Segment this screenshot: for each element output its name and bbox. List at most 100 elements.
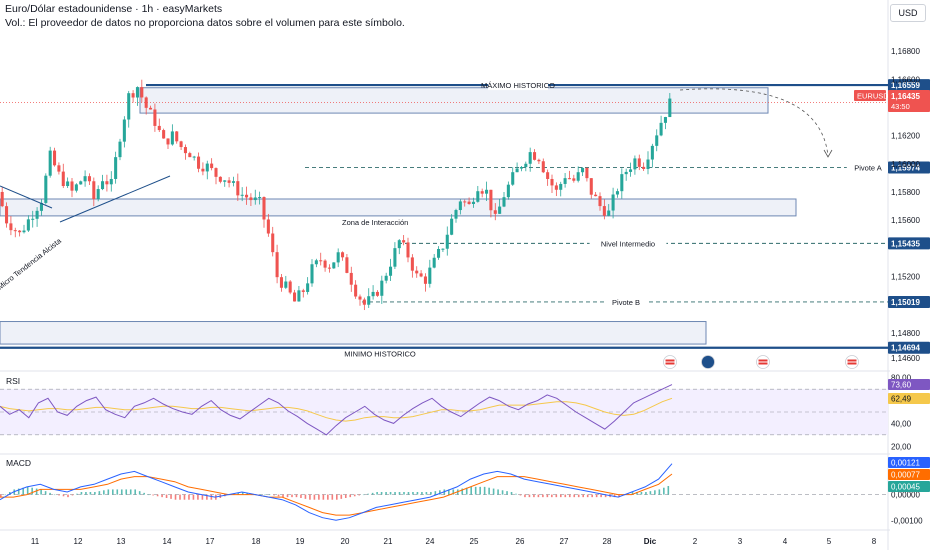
macd-hist-bar — [362, 494, 365, 496]
countdown-label: 43:50 — [891, 102, 910, 111]
macd-hist-bar — [595, 494, 598, 498]
macd-hist-bar — [349, 494, 352, 498]
candle-body — [39, 202, 43, 211]
candle-body — [380, 280, 384, 296]
macd-hist-bar — [515, 493, 517, 495]
macd-value-label: 0,00121 — [891, 459, 920, 468]
level-price-label: 1,15974 — [891, 163, 920, 172]
candle-body — [572, 178, 576, 181]
candle-body — [537, 159, 541, 162]
candle-body — [66, 181, 70, 187]
candle-body — [384, 275, 388, 281]
symbol-tag — [854, 90, 886, 101]
macd-hist-bar — [94, 492, 96, 495]
macd-hist-bar — [201, 494, 204, 500]
macd-hist-bar — [336, 494, 338, 500]
macd-hist-bar — [452, 489, 455, 495]
macd-hist-bar — [613, 494, 616, 498]
macd-hist-bar — [286, 494, 289, 498]
candle-body — [162, 130, 166, 139]
candle-body — [437, 249, 441, 258]
macd-hist-bar — [277, 494, 280, 497]
price-tick-label: 1,14800 — [891, 329, 920, 338]
candle-body — [236, 181, 240, 196]
macd-hist-bar — [138, 491, 141, 495]
macd-hist-bar — [103, 490, 105, 495]
candle-body — [476, 191, 480, 202]
macd-hist-bar — [519, 494, 522, 496]
macd-hist-bar — [591, 494, 593, 498]
macd-hist-bar — [353, 494, 356, 497]
macd-hist-bar — [636, 492, 638, 495]
candle-body — [524, 163, 528, 168]
price-tick-label: 1,16200 — [891, 132, 920, 141]
candle-body — [26, 219, 30, 231]
time-tick-label: 21 — [384, 537, 393, 546]
level-label: MÁXIMO HISTORICO — [481, 81, 555, 90]
zone-rect — [139, 87, 769, 114]
zone-rect — [0, 321, 707, 345]
candle-body — [332, 262, 336, 269]
projection-arrow-icon — [823, 149, 833, 158]
macd-hist-bar — [161, 494, 163, 498]
time-tick-label: 18 — [252, 537, 261, 546]
macd-hist-bar — [586, 494, 589, 498]
candle-body — [135, 87, 139, 98]
candle-body — [319, 260, 323, 262]
macd-line — [0, 463, 673, 521]
candle-body — [480, 191, 484, 194]
candle-body — [554, 185, 558, 190]
event-flag-icon — [756, 355, 770, 369]
candle-body — [245, 194, 249, 198]
level-label-bg — [589, 238, 667, 249]
candle-body — [633, 158, 637, 170]
macd-hist-bar — [4, 494, 7, 496]
candle-body — [502, 197, 506, 207]
candle-body — [367, 296, 371, 305]
flag-stripe — [758, 359, 768, 362]
macd-hist-bar — [174, 494, 177, 500]
candle-body — [31, 218, 35, 220]
candle-body — [663, 117, 667, 123]
level-label-bg — [488, 80, 548, 91]
macd-hist-bar — [488, 487, 490, 495]
candle-body — [149, 107, 153, 110]
price-tick-label: 1,15800 — [891, 188, 920, 197]
candle-body — [157, 125, 161, 131]
candle-body — [140, 87, 144, 98]
macd-hist-bar — [0, 494, 2, 498]
macd-hist-bar — [291, 494, 293, 498]
candle-body — [493, 210, 497, 214]
candle-body — [528, 152, 532, 164]
candle-body — [293, 292, 297, 302]
candle-body — [197, 156, 201, 169]
level-label: Pivote B — [612, 298, 640, 307]
candle-body — [70, 181, 74, 191]
candle-body — [389, 266, 393, 276]
macd-hist-bar — [53, 494, 56, 496]
time-tick-label: 5 — [827, 537, 832, 546]
candle-body — [450, 218, 454, 235]
macd-hist-bar — [533, 494, 535, 498]
currency-button[interactable]: USD — [890, 4, 926, 22]
macd-hist-bar — [398, 492, 401, 495]
macd-hist-bar — [537, 494, 540, 498]
macd-value-tag — [888, 457, 930, 468]
macd-hist-bar — [22, 487, 24, 495]
macd-tick-label: 0,00000 — [891, 491, 920, 500]
macd-hist-bar — [385, 492, 387, 495]
projection-arc — [679, 88, 829, 157]
macd-hist-bar — [295, 494, 298, 498]
macd-hist-bar — [564, 494, 567, 498]
candle-body — [349, 272, 353, 285]
trend-line — [0, 185, 53, 209]
macd-hist-bar — [663, 487, 665, 495]
candle-body — [44, 175, 48, 203]
macd-hist-bar — [376, 492, 378, 495]
macd-hist-bar — [40, 489, 42, 495]
candle-body — [306, 283, 310, 292]
macd-hist-bar — [197, 494, 199, 500]
level-label: Nivel Intermedio — [601, 239, 655, 248]
